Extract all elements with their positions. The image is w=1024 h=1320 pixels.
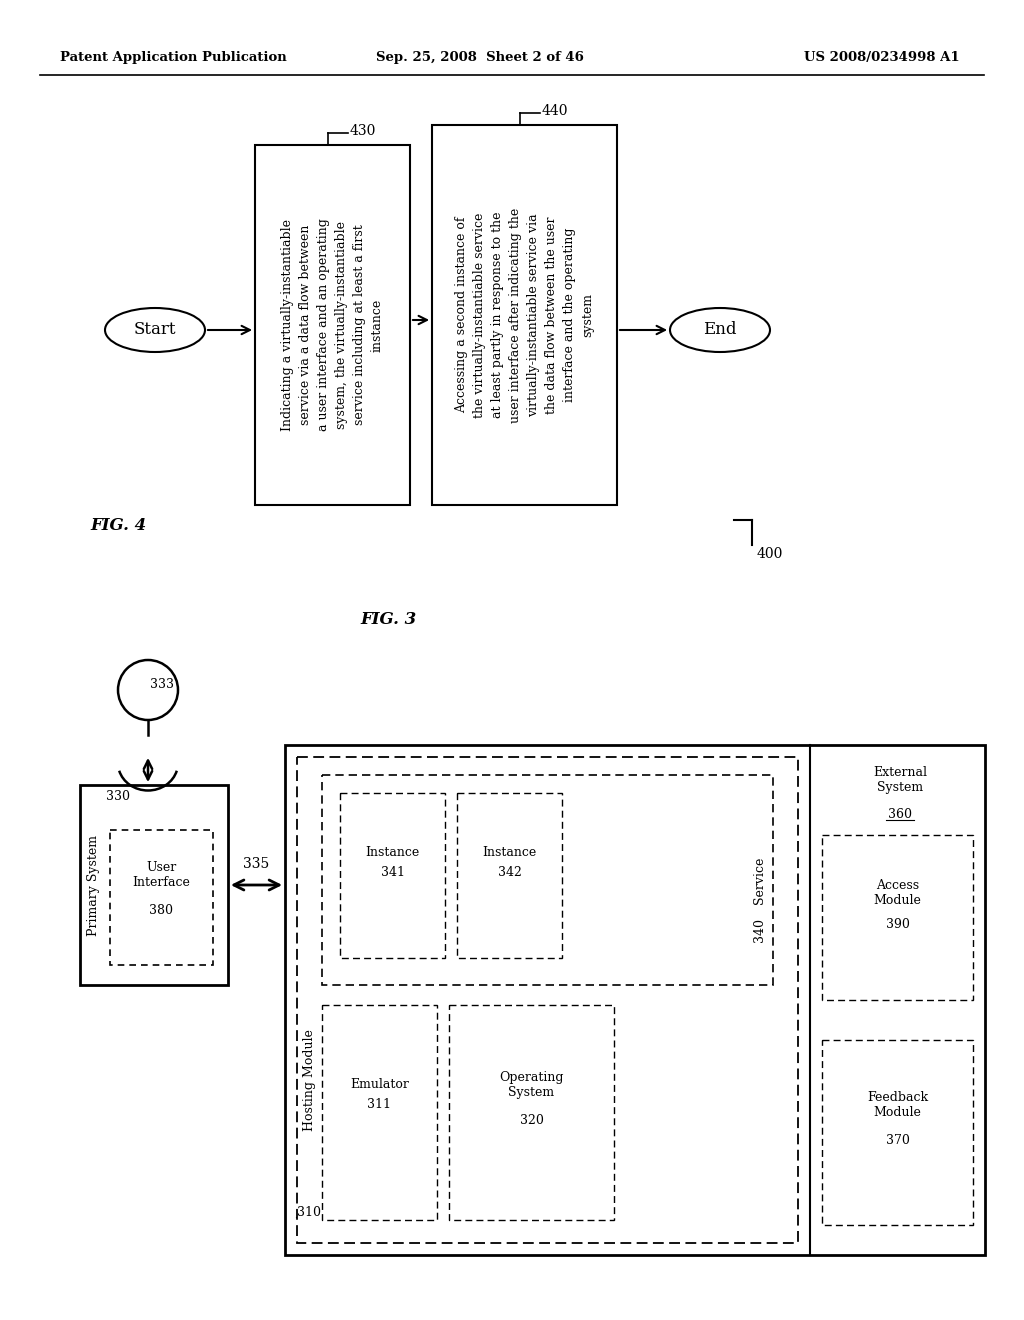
Text: External
System: External System	[873, 766, 927, 795]
Text: 360: 360	[888, 808, 912, 821]
Text: User
Interface: User Interface	[132, 861, 190, 888]
Text: 320: 320	[519, 1114, 544, 1126]
Text: Primary System: Primary System	[87, 834, 100, 936]
FancyBboxPatch shape	[822, 1040, 973, 1225]
FancyBboxPatch shape	[822, 836, 973, 1001]
Text: Patent Application Publication: Patent Application Publication	[60, 51, 287, 65]
Bar	[255, 145, 410, 506]
Text: 400: 400	[757, 546, 783, 561]
Text: Hosting Module: Hosting Module	[302, 1030, 315, 1131]
Text: FIG. 4: FIG. 4	[90, 516, 146, 533]
Text: Instance: Instance	[366, 846, 420, 859]
Text: Feedback
Module: Feedback Module	[867, 1092, 928, 1119]
Text: 333: 333	[150, 678, 174, 692]
Text: 335: 335	[244, 857, 269, 871]
Text: 430: 430	[349, 124, 376, 139]
Text: 340: 340	[753, 917, 766, 942]
Text: 342: 342	[498, 866, 521, 879]
Text: Emulator: Emulator	[350, 1078, 409, 1092]
FancyBboxPatch shape	[449, 1005, 614, 1220]
FancyBboxPatch shape	[297, 756, 798, 1243]
Ellipse shape	[105, 308, 205, 352]
Text: Accessing a second instance of
the virtually-instantiable service
at least partl: Accessing a second instance of the virtu…	[455, 207, 594, 422]
Text: Sep. 25, 2008  Sheet 2 of 46: Sep. 25, 2008 Sheet 2 of 46	[376, 51, 584, 65]
Text: 310: 310	[297, 1206, 321, 1220]
Text: 380: 380	[150, 903, 173, 916]
Text: 440: 440	[542, 104, 568, 117]
Text: Service: Service	[753, 857, 766, 904]
Text: End: End	[703, 322, 736, 338]
Text: Indicating a virtually-instantiable
service via a data flow between
a user inter: Indicating a virtually-instantiable serv…	[281, 219, 384, 432]
Text: 341: 341	[381, 866, 404, 879]
Text: 330: 330	[106, 791, 130, 804]
Bar	[80, 785, 228, 985]
Ellipse shape	[670, 308, 770, 352]
FancyBboxPatch shape	[340, 793, 445, 958]
FancyBboxPatch shape	[322, 775, 773, 985]
Text: US 2008/0234998 A1: US 2008/0234998 A1	[805, 51, 961, 65]
Text: Operating
System: Operating System	[500, 1071, 564, 1100]
Text: FIG. 3: FIG. 3	[360, 611, 416, 628]
Text: Instance: Instance	[482, 846, 537, 859]
Text: 370: 370	[886, 1134, 909, 1147]
Bar	[285, 744, 985, 1255]
FancyBboxPatch shape	[457, 793, 562, 958]
Text: Access
Module: Access Module	[873, 879, 922, 907]
Text: Start: Start	[134, 322, 176, 338]
Text: 390: 390	[886, 919, 909, 932]
FancyBboxPatch shape	[110, 830, 213, 965]
Text: 311: 311	[368, 1098, 391, 1111]
Bar	[432, 125, 617, 506]
FancyBboxPatch shape	[322, 1005, 437, 1220]
